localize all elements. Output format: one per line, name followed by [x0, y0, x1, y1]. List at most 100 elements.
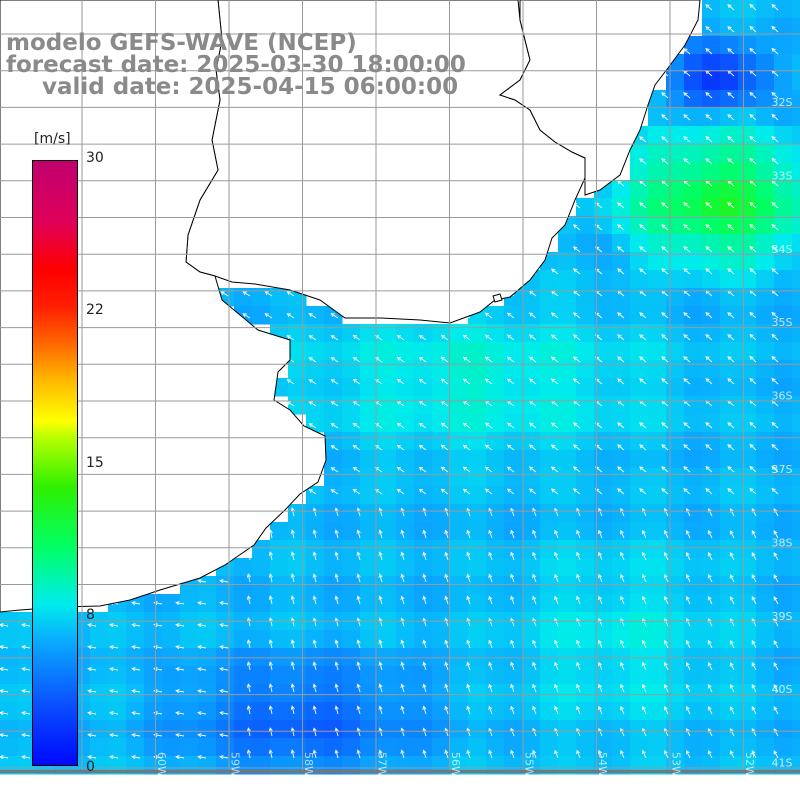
wind-arrow	[686, 662, 691, 671]
wind-arrow-head	[528, 466, 534, 471]
speed-cell	[756, 486, 775, 505]
wind-arrow	[88, 690, 97, 693]
speed-cell	[180, 594, 199, 613]
wind-arrow-head	[422, 661, 427, 666]
speed-cell	[108, 702, 127, 721]
speed-cell	[576, 432, 595, 451]
wind-arrow-head	[356, 749, 361, 754]
speed-cell	[720, 558, 739, 577]
land-brazil-coast	[498, 0, 701, 196]
speed-cell	[702, 36, 721, 55]
wind-arrow-head	[506, 444, 512, 449]
wind-arrow	[664, 508, 669, 517]
wind-arrow	[532, 574, 537, 583]
wind-arrow-head	[484, 444, 490, 449]
speed-cell	[540, 702, 559, 721]
speed-cell	[630, 486, 649, 505]
speed-cell	[594, 684, 613, 703]
speed-cell	[648, 450, 667, 469]
speed-cell	[486, 432, 505, 451]
wind-arrow-head	[729, 706, 734, 711]
speed-cell	[738, 630, 757, 649]
speed-cell	[738, 144, 757, 163]
colorbar-tick-30: 30	[86, 150, 104, 166]
speed-cell	[486, 504, 505, 523]
speed-cell	[522, 576, 541, 595]
wind-arrow	[88, 646, 97, 649]
speed-cell	[378, 558, 397, 577]
speed-cell	[792, 306, 800, 325]
speed-cell	[414, 702, 433, 721]
wind-arrow	[707, 574, 713, 583]
speed-cell	[612, 234, 631, 253]
colorbar-unit: [m/s]	[34, 131, 71, 147]
speed-cell	[288, 522, 307, 541]
wind-arrow-head	[356, 529, 361, 534]
wind-arrow-head	[378, 573, 383, 578]
wind-arrow-head	[572, 466, 578, 471]
title-valid-date: valid date: 2025-04-15 06:00:00	[42, 74, 459, 100]
speed-cell	[558, 396, 577, 415]
speed-cell	[774, 378, 793, 397]
wind-arrow	[639, 224, 647, 231]
wind-arrow-head	[554, 683, 558, 689]
wind-arrow-head	[528, 444, 534, 449]
speed-cell	[702, 306, 721, 325]
wind-arrow	[661, 466, 669, 473]
speed-cell	[774, 216, 793, 235]
speed-cell	[378, 666, 397, 685]
wind-arrow	[401, 706, 405, 715]
speed-cell	[558, 270, 577, 289]
wind-arrow	[661, 444, 669, 451]
speed-cell	[648, 162, 667, 181]
speed-cell	[288, 756, 307, 775]
speed-cell	[324, 738, 343, 757]
wind-arrow-head	[378, 727, 383, 732]
speed-cell	[594, 216, 613, 235]
wind-arrow	[686, 640, 691, 649]
wind-arrow-head	[771, 47, 776, 53]
speed-cell	[450, 630, 469, 649]
speed-cell	[756, 414, 775, 433]
wind-arrow	[617, 334, 625, 341]
wind-arrow-head	[707, 661, 712, 667]
wind-arrow-head	[488, 639, 493, 644]
wind-arrow-head	[109, 733, 114, 738]
wind-arrow-head	[773, 684, 778, 689]
speed-cell	[684, 666, 703, 685]
wind-arrow-head	[0, 755, 4, 760]
wind-arrow-head	[197, 667, 202, 672]
wind-arrow	[532, 684, 537, 693]
speed-cell	[360, 486, 379, 505]
wind-arrow	[488, 640, 493, 649]
speed-cell	[306, 558, 325, 577]
wind-arrow	[357, 706, 361, 715]
wind-arrow-head	[330, 467, 335, 471]
wind-arrow	[598, 618, 603, 627]
wind-arrow	[269, 618, 273, 627]
speed-cell	[306, 378, 325, 397]
wind-arrow	[510, 508, 515, 517]
speed-cell	[558, 288, 577, 307]
wind-arrow-head	[334, 529, 339, 534]
wind-arrow-head	[484, 356, 490, 361]
wind-arrow	[705, 202, 713, 209]
speed-cell	[162, 594, 181, 613]
wind-arrow	[313, 728, 317, 737]
wind-arrow	[705, 4, 713, 11]
wind-arrow	[441, 488, 449, 495]
wind-arrow-head	[685, 529, 690, 535]
speed-cell	[486, 594, 505, 613]
wind-arrow-head	[290, 529, 295, 534]
speed-cell	[144, 666, 163, 685]
wind-arrow	[423, 706, 427, 715]
speed-cell	[648, 594, 667, 613]
wind-arrow-head	[641, 683, 646, 689]
wind-arrow	[617, 246, 625, 253]
speed-cell	[756, 378, 775, 397]
wind-arrow	[0, 646, 9, 649]
wind-arrow-head	[334, 573, 339, 578]
wind-arrow	[598, 662, 603, 671]
wind-arrow-head	[378, 529, 383, 534]
speed-cell	[612, 630, 631, 649]
